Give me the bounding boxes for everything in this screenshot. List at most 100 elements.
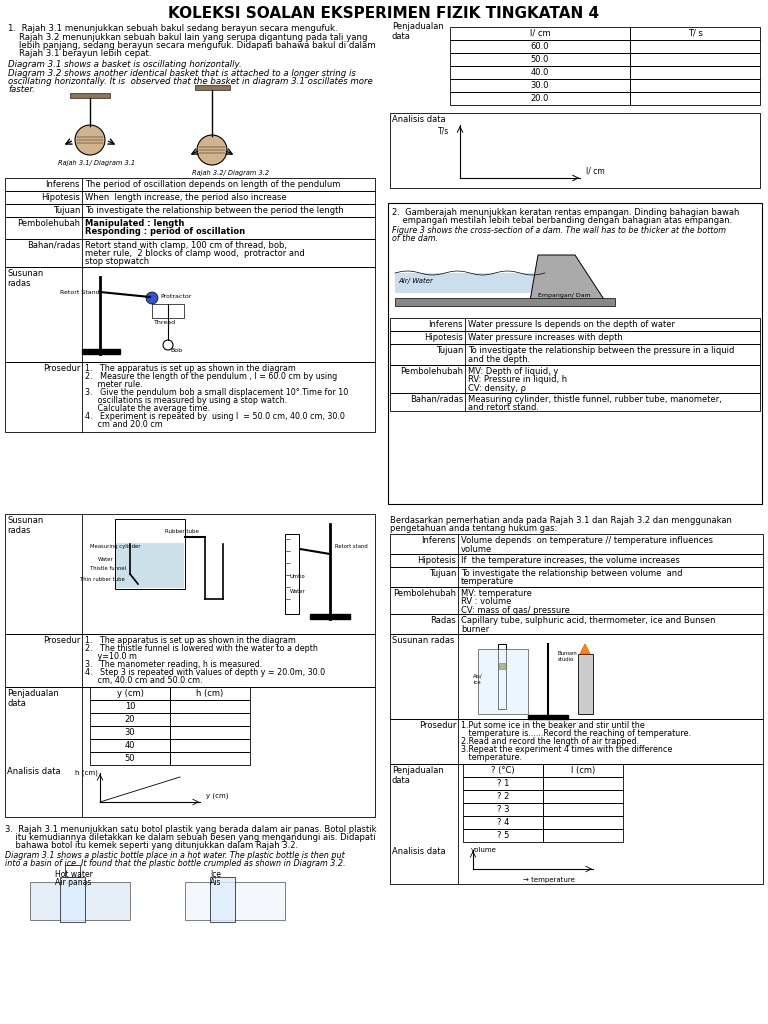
Bar — [90, 726, 170, 739]
Text: Berdasarkan pemerhatian anda pada Rajah 3.1 dan Rajah 3.2 dan menggunakan: Berdasarkan pemerhatian anda pada Rajah … — [390, 516, 732, 525]
Circle shape — [163, 340, 173, 350]
Bar — [90, 700, 170, 713]
Text: bahawa botol itu kemek seperti yang ditunjukkan dalam Rajah 3.2.: bahawa botol itu kemek seperti yang ditu… — [5, 841, 298, 850]
Bar — [390, 331, 760, 344]
Text: temperature.: temperature. — [461, 753, 522, 762]
Text: lebih panjang, sedang berayun secara mengufuk. Didapati bahawa bakul di dalam: lebih panjang, sedang berayun secara men… — [8, 41, 376, 50]
Text: Bahan/radas: Bahan/radas — [27, 241, 80, 250]
Text: RV: Pressure in liquid, h: RV: Pressure in liquid, h — [468, 376, 567, 384]
Bar — [390, 365, 760, 393]
Text: y=10.0 m: y=10.0 m — [85, 652, 137, 662]
Bar — [390, 764, 763, 884]
Text: 10: 10 — [124, 702, 135, 711]
Text: pengetahuan anda tentang hukum gas:: pengetahuan anda tentang hukum gas: — [390, 524, 558, 534]
Text: and the depth.: and the depth. — [468, 354, 530, 364]
Bar — [90, 687, 170, 700]
Bar — [499, 663, 505, 669]
Text: 2.   Measure the length of the pendulum , l = 60.0 cm by using: 2. Measure the length of the pendulum , … — [85, 372, 337, 381]
Text: Hipotesis: Hipotesis — [417, 556, 456, 565]
Bar — [630, 27, 760, 40]
Text: Air panas: Air panas — [55, 878, 91, 887]
Bar — [463, 790, 543, 803]
Text: Rajah 3.2 menunjukkan sebuah bakul lain yang serupa digantung pada tali yang: Rajah 3.2 menunjukkan sebuah bakul lain … — [8, 33, 368, 42]
Bar — [463, 816, 543, 829]
Text: h (cm): h (cm) — [197, 689, 223, 698]
Text: 2.   The thistle funnel is lowered with the water to a depth: 2. The thistle funnel is lowered with th… — [85, 644, 318, 653]
Text: Bahan/radas: Bahan/radas — [410, 395, 463, 404]
Bar — [390, 344, 760, 365]
Text: Water: Water — [290, 589, 306, 594]
Text: l (cm): l (cm) — [571, 766, 595, 775]
Bar — [115, 519, 185, 589]
Text: Inferens: Inferens — [422, 536, 456, 545]
Text: temperature is......Record the reaching of temperature.: temperature is......Record the reaching … — [461, 729, 691, 738]
Bar — [195, 85, 230, 90]
Text: Measuring cylinder, thistle funnel, rubber tube, manometer,: Measuring cylinder, thistle funnel, rubb… — [468, 395, 722, 404]
Text: 30.0: 30.0 — [531, 81, 549, 90]
Text: Ais: Ais — [210, 878, 221, 887]
Bar — [390, 393, 760, 411]
Text: cm and 20.0 cm: cm and 20.0 cm — [85, 420, 163, 429]
Text: ? 4: ? 4 — [497, 818, 509, 827]
Polygon shape — [530, 255, 605, 301]
Bar — [82, 349, 120, 354]
Text: Inferens: Inferens — [429, 319, 463, 329]
Bar — [543, 816, 623, 829]
Text: 1.   The apparatus is set up as shown in the diagram: 1. The apparatus is set up as shown in t… — [85, 364, 296, 373]
Text: Penjadualan
data: Penjadualan data — [392, 22, 444, 41]
Text: l/ cm: l/ cm — [586, 166, 604, 175]
Text: meter rule,  2 blocks of clamp wood,  protractor and: meter rule, 2 blocks of clamp wood, prot… — [85, 249, 305, 258]
Text: → temperature: → temperature — [523, 877, 575, 883]
Text: 40.0: 40.0 — [531, 68, 549, 77]
Bar — [463, 829, 543, 842]
Text: temperature: temperature — [461, 578, 514, 587]
Text: 50.0: 50.0 — [531, 55, 549, 63]
Text: Analisis data: Analisis data — [392, 847, 445, 856]
Bar — [630, 53, 760, 66]
Text: Air/ Water: Air/ Water — [398, 278, 433, 284]
Text: Thread: Thread — [154, 319, 176, 325]
Bar — [5, 687, 375, 817]
Text: Tujuan: Tujuan — [435, 346, 463, 355]
Text: Pembolehubah: Pembolehubah — [17, 219, 80, 228]
Text: KOLEKSI SOALAN EKSPERIMEN FIZIK TINGKATAN 4: KOLEKSI SOALAN EKSPERIMEN FIZIK TINGKATA… — [168, 6, 600, 22]
Text: 20: 20 — [124, 715, 135, 724]
Text: Susunan
radas: Susunan radas — [7, 269, 43, 289]
Bar — [395, 298, 615, 306]
Bar — [630, 79, 760, 92]
Bar — [170, 700, 250, 713]
Bar — [543, 777, 623, 790]
Text: Susunan
radas: Susunan radas — [7, 516, 43, 536]
Text: y (cm): y (cm) — [206, 793, 229, 799]
Text: CV: density, ρ: CV: density, ρ — [468, 384, 526, 393]
Bar — [170, 713, 250, 726]
Text: Umbo: Umbo — [290, 574, 306, 579]
Text: Rajah 3.1 berayun lebih cepat.: Rajah 3.1 berayun lebih cepat. — [8, 49, 151, 58]
Text: Water pressure increases with depth: Water pressure increases with depth — [468, 333, 623, 342]
Bar — [390, 719, 763, 764]
Text: Figure 3 shows the cross-section of a dam. The wall has to be thicker at the bot: Figure 3 shows the cross-section of a da… — [392, 226, 726, 234]
Bar — [390, 634, 763, 719]
Text: Penjadualan
data: Penjadualan data — [7, 689, 58, 709]
Bar — [185, 882, 285, 920]
Polygon shape — [580, 644, 590, 654]
Bar — [90, 752, 170, 765]
Text: h (cm): h (cm) — [75, 770, 98, 776]
Text: Retort stand with clamp, 100 cm of thread, bob,: Retort stand with clamp, 100 cm of threa… — [85, 241, 287, 250]
Text: oscillating horizontally. It is  observed that the basket in diagram 3.1 oscilla: oscillating horizontally. It is observed… — [8, 77, 372, 86]
Text: RV : volume: RV : volume — [461, 597, 511, 606]
Text: ? 5: ? 5 — [497, 831, 509, 840]
Bar — [90, 713, 170, 726]
Circle shape — [197, 135, 227, 165]
Bar — [543, 829, 623, 842]
Text: 3.Repeat the experiment 4 times with the difference: 3.Repeat the experiment 4 times with the… — [461, 745, 672, 754]
Bar — [60, 877, 85, 922]
Text: 2.Read and record the length of air trapped.: 2.Read and record the length of air trap… — [461, 737, 639, 746]
Text: Inferens: Inferens — [45, 180, 80, 189]
Text: cm, 40.0 cm and 50.0 cm.: cm, 40.0 cm and 50.0 cm. — [85, 676, 203, 685]
Text: 1.   The apparatus is set up as shown in the diagram: 1. The apparatus is set up as shown in t… — [85, 636, 296, 645]
Text: 60.0: 60.0 — [531, 42, 549, 51]
Text: CV: mass of gas/ pressure: CV: mass of gas/ pressure — [461, 606, 570, 615]
Text: 1.  Rajah 3.1 menunjukkan sebuah bakul sedang berayun secara mengufuk.: 1. Rajah 3.1 menunjukkan sebuah bakul se… — [8, 24, 338, 33]
Text: Measuring cylinder: Measuring cylinder — [90, 544, 141, 549]
